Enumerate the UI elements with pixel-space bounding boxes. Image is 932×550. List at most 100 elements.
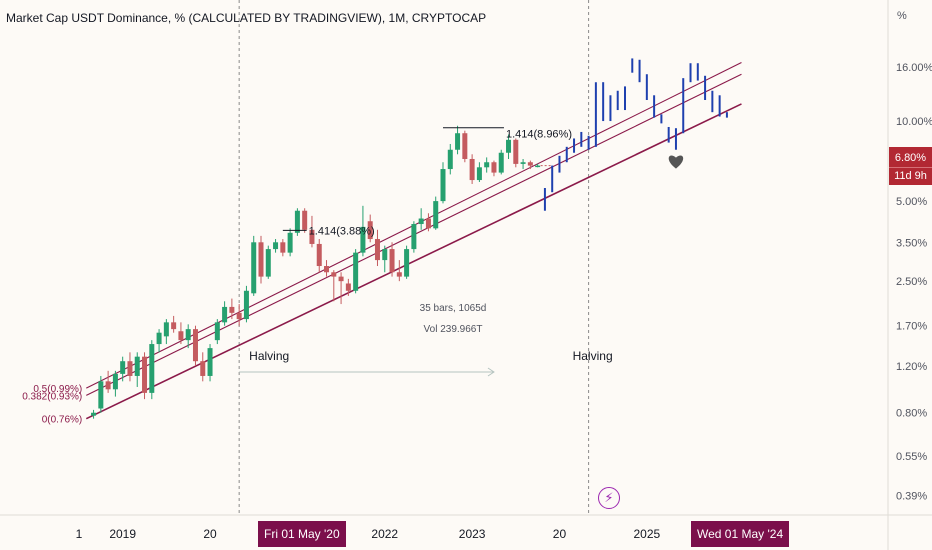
candle-body bbox=[324, 266, 330, 273]
candle-body bbox=[273, 242, 279, 250]
y-tick-label: 16.00% bbox=[896, 62, 932, 74]
unit-label: % bbox=[897, 10, 907, 22]
candle-body bbox=[469, 158, 475, 181]
candle-body bbox=[142, 356, 148, 393]
candle-body bbox=[455, 133, 461, 150]
candle-body bbox=[178, 331, 184, 341]
candle-body bbox=[520, 162, 526, 164]
y-tick-label: 0.39% bbox=[896, 491, 927, 503]
y-tick-label: 2.50% bbox=[896, 276, 927, 288]
candle-body bbox=[360, 226, 366, 253]
candle-body bbox=[163, 322, 169, 337]
y-tick-label: 0.80% bbox=[896, 408, 927, 420]
bars-range-label: 35 bars, 1065d bbox=[420, 303, 487, 314]
candle-body bbox=[280, 242, 286, 253]
x-tick-label: 2025 bbox=[633, 527, 660, 541]
candle-body bbox=[491, 162, 497, 173]
candle-body bbox=[185, 329, 191, 341]
y-tick-label: 1.70% bbox=[896, 321, 927, 333]
candle-body bbox=[425, 218, 431, 229]
candle-body bbox=[353, 252, 359, 291]
candle-body bbox=[120, 361, 126, 374]
projection-bars bbox=[543, 58, 728, 211]
candle-body bbox=[156, 332, 162, 345]
range-arrow-head bbox=[487, 367, 495, 377]
candle-body bbox=[149, 344, 155, 393]
candle-body bbox=[222, 306, 228, 323]
y-tick-label: 0.55% bbox=[896, 451, 927, 463]
candle-body bbox=[404, 249, 410, 277]
candle-body bbox=[513, 139, 519, 164]
y-tick-label: 1.20% bbox=[896, 361, 927, 373]
candle-body bbox=[229, 306, 235, 313]
candle-body bbox=[433, 201, 439, 229]
y-tick-label: 5.00% bbox=[896, 196, 927, 208]
time-badge-halving-2020: Fri 01 May '20 bbox=[258, 521, 346, 547]
heart-icon bbox=[668, 155, 684, 169]
candle-body bbox=[389, 249, 395, 273]
candle-body bbox=[258, 242, 264, 277]
candle-body bbox=[440, 169, 446, 202]
lightning-icon[interactable]: ⚡ bbox=[598, 487, 620, 509]
candle-body bbox=[382, 249, 388, 261]
x-tick-label: 20 bbox=[553, 527, 567, 541]
candle-body bbox=[338, 276, 344, 282]
candle-body bbox=[374, 239, 380, 261]
volume-label: Vol 239.966T bbox=[424, 324, 483, 335]
candle-body bbox=[535, 165, 541, 168]
last-price-badge: 6.80% 11d 9h bbox=[889, 147, 932, 185]
candle-body bbox=[251, 242, 257, 294]
candle-body bbox=[476, 167, 482, 181]
vertical-markers bbox=[238, 0, 590, 515]
fib-extension-label: 1.414(3.88%) bbox=[309, 225, 375, 237]
candle-body bbox=[309, 229, 315, 244]
candle-body bbox=[418, 218, 424, 225]
candle-body bbox=[171, 322, 177, 330]
channel-line bbox=[85, 103, 742, 420]
candle-body bbox=[134, 356, 140, 376]
candle-body bbox=[243, 290, 249, 320]
candle-body bbox=[462, 133, 468, 159]
candle-body bbox=[411, 224, 417, 250]
candle-body bbox=[302, 210, 308, 230]
candle-body bbox=[506, 139, 512, 153]
fib-extension-label: 1.414(8.96%) bbox=[506, 129, 572, 141]
candle-body bbox=[112, 373, 118, 390]
candle-body bbox=[316, 243, 322, 267]
candle-body bbox=[265, 249, 271, 277]
bar-countdown: 11d 9h bbox=[889, 167, 932, 183]
candle-body bbox=[527, 162, 533, 166]
candle-body bbox=[396, 272, 402, 277]
chart-title: Market Cap USDT Dominance, % (CALCULATED… bbox=[6, 11, 487, 25]
channel-line-label: 0.382(0.93%) bbox=[22, 391, 82, 402]
candle-body bbox=[287, 232, 293, 253]
candle-body bbox=[192, 329, 198, 362]
x-tick-label: 1 bbox=[76, 527, 83, 541]
y-tick-label: 3.50% bbox=[896, 237, 927, 249]
x-tick-label: 2022 bbox=[371, 527, 398, 541]
last-price-value: 6.80% bbox=[894, 152, 927, 164]
candle-body bbox=[236, 312, 242, 320]
candle-body bbox=[91, 412, 97, 416]
y-tick-label: 10.00% bbox=[896, 116, 932, 128]
time-badge-halving-2024: Wed 01 May '24 bbox=[691, 521, 790, 547]
candle-body bbox=[214, 322, 220, 341]
channel-line-label: 0.5(0.99%) bbox=[33, 384, 82, 395]
candle-body bbox=[127, 361, 133, 376]
x-tick-label: 2019 bbox=[109, 527, 136, 541]
annotations: 1.414(3.88%) 1.414(8.96%) 35 bars, 1065d Vo… bbox=[239, 127, 684, 377]
candles bbox=[91, 125, 541, 419]
candle-body bbox=[484, 162, 490, 168]
candle-body bbox=[367, 221, 373, 240]
candle-body bbox=[207, 348, 213, 376]
candle-body bbox=[345, 283, 351, 291]
x-tick-label: 2023 bbox=[459, 527, 486, 541]
halving-label: Halving bbox=[573, 349, 613, 363]
candle-body bbox=[98, 381, 104, 409]
channel-line-label: 0(0.76%) bbox=[42, 415, 83, 426]
candle-body bbox=[331, 272, 337, 277]
halving-label: Halving bbox=[249, 349, 289, 363]
candle-body bbox=[447, 149, 453, 170]
